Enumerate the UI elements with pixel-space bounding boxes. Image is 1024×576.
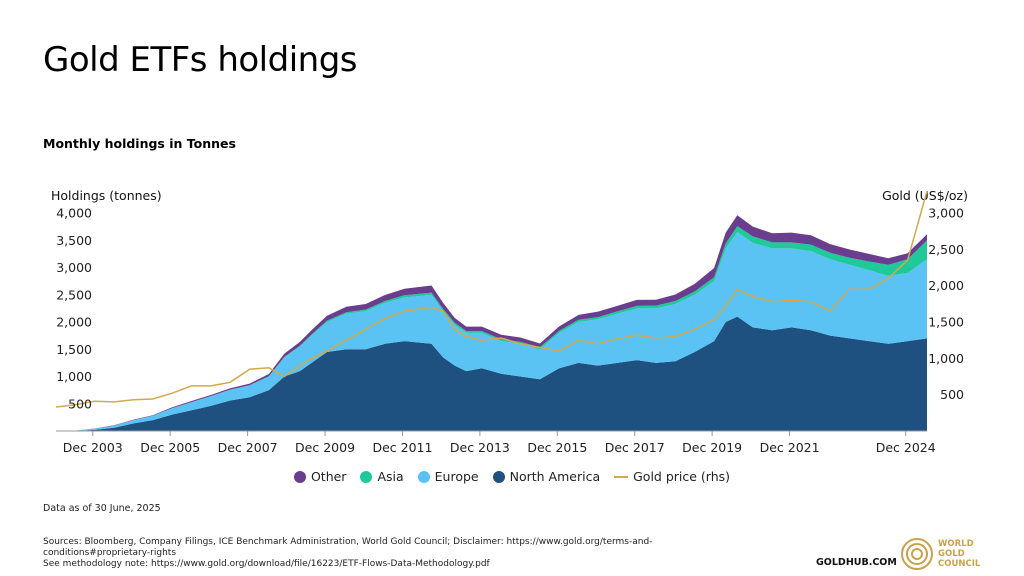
- methodology-text: See methodology note: https://www.gold.o…: [43, 559, 490, 569]
- goldhub-link[interactable]: GOLDHUB.COM: [816, 557, 897, 568]
- logo-line-1: WORLD: [938, 539, 974, 549]
- legend-item-asia: Asia: [360, 469, 404, 484]
- x-tick-label: Dec 2019: [682, 440, 742, 455]
- sources-note: Sources: Bloomberg, Company Filings, ICE…: [43, 537, 743, 570]
- x-tick-label: Dec 2003: [63, 440, 123, 455]
- x-tick-label: Dec 2009: [295, 440, 355, 455]
- area-europe: [56, 232, 927, 431]
- x-tick-label: Dec 2013: [450, 440, 510, 455]
- legend-item-other: Other: [293, 469, 347, 484]
- y-right-tick-label: 1,000: [928, 351, 964, 366]
- x-tick-label: Dec 2024: [876, 440, 936, 455]
- logo-line-2: GOLD: [938, 549, 965, 559]
- gold-price-line: [55, 190, 928, 408]
- y-left-tick-label: 2,000: [56, 315, 92, 330]
- y-left-tick-label: 2,500: [56, 287, 92, 302]
- x-tick-label: Dec 2021: [760, 440, 820, 455]
- legend-label: Other: [310, 469, 347, 484]
- legend-dot-swatch: [360, 470, 373, 483]
- legend-label: Gold price (rhs): [633, 469, 731, 484]
- x-tick-label: Dec 2011: [372, 440, 432, 455]
- chart-subtitle: Monthly holdings in Tonnes: [43, 136, 236, 151]
- sources-text: Sources: Bloomberg, Company Filings, ICE…: [43, 537, 653, 558]
- legend-label: Asia: [377, 469, 404, 484]
- as-of-note: Data as of 30 June, 2025: [43, 503, 161, 514]
- y-right-tick-label: 1,500: [928, 315, 964, 330]
- legend-item-gold-price-rhs: Gold price (rhs): [614, 469, 730, 484]
- area-north-america: [56, 316, 927, 431]
- y-left-tick-label: 1,000: [56, 369, 92, 384]
- legend-item-north-america: North America: [492, 469, 601, 484]
- legend-item-europe: Europe: [417, 469, 479, 484]
- wgc-emblem-icon: [901, 538, 933, 570]
- legend-line-swatch: [614, 475, 629, 478]
- x-tick-label: Dec 2017: [605, 440, 665, 455]
- legend-dot-swatch: [293, 470, 306, 483]
- y-left-tick-label: 3,000: [56, 260, 92, 275]
- logo-line-3: COUNCIL: [938, 559, 981, 569]
- legend-label: Europe: [434, 469, 479, 484]
- x-tick-label: Dec 2015: [527, 440, 587, 455]
- x-tick-label: Dec 2005: [140, 440, 200, 455]
- x-tick-label: Dec 2007: [218, 440, 278, 455]
- legend-dot-swatch: [492, 470, 505, 483]
- chart-legend: Other Asia Europe North America Gold price (…: [0, 469, 1024, 484]
- page-title: Gold ETFs holdings: [43, 40, 357, 80]
- legend-label: North America: [509, 469, 601, 484]
- y-left-tick-label: 500: [68, 396, 92, 411]
- world-gold-council-logo: WORLD GOLD COUNCIL: [900, 537, 980, 571]
- y-right-tick-label: 3,000: [928, 206, 964, 221]
- y-axis-left-title: Holdings (tonnes): [51, 188, 162, 203]
- y-left-tick-label: 3,500: [56, 233, 92, 248]
- legend-dot-swatch: [417, 470, 430, 483]
- y-right-tick-label: 500: [940, 387, 964, 402]
- y-right-tick-label: 2,000: [928, 278, 964, 293]
- y-left-tick-label: 1,500: [56, 342, 92, 357]
- y-left-tick-label: 4,000: [56, 206, 92, 221]
- y-right-tick-label: 2,500: [928, 242, 964, 257]
